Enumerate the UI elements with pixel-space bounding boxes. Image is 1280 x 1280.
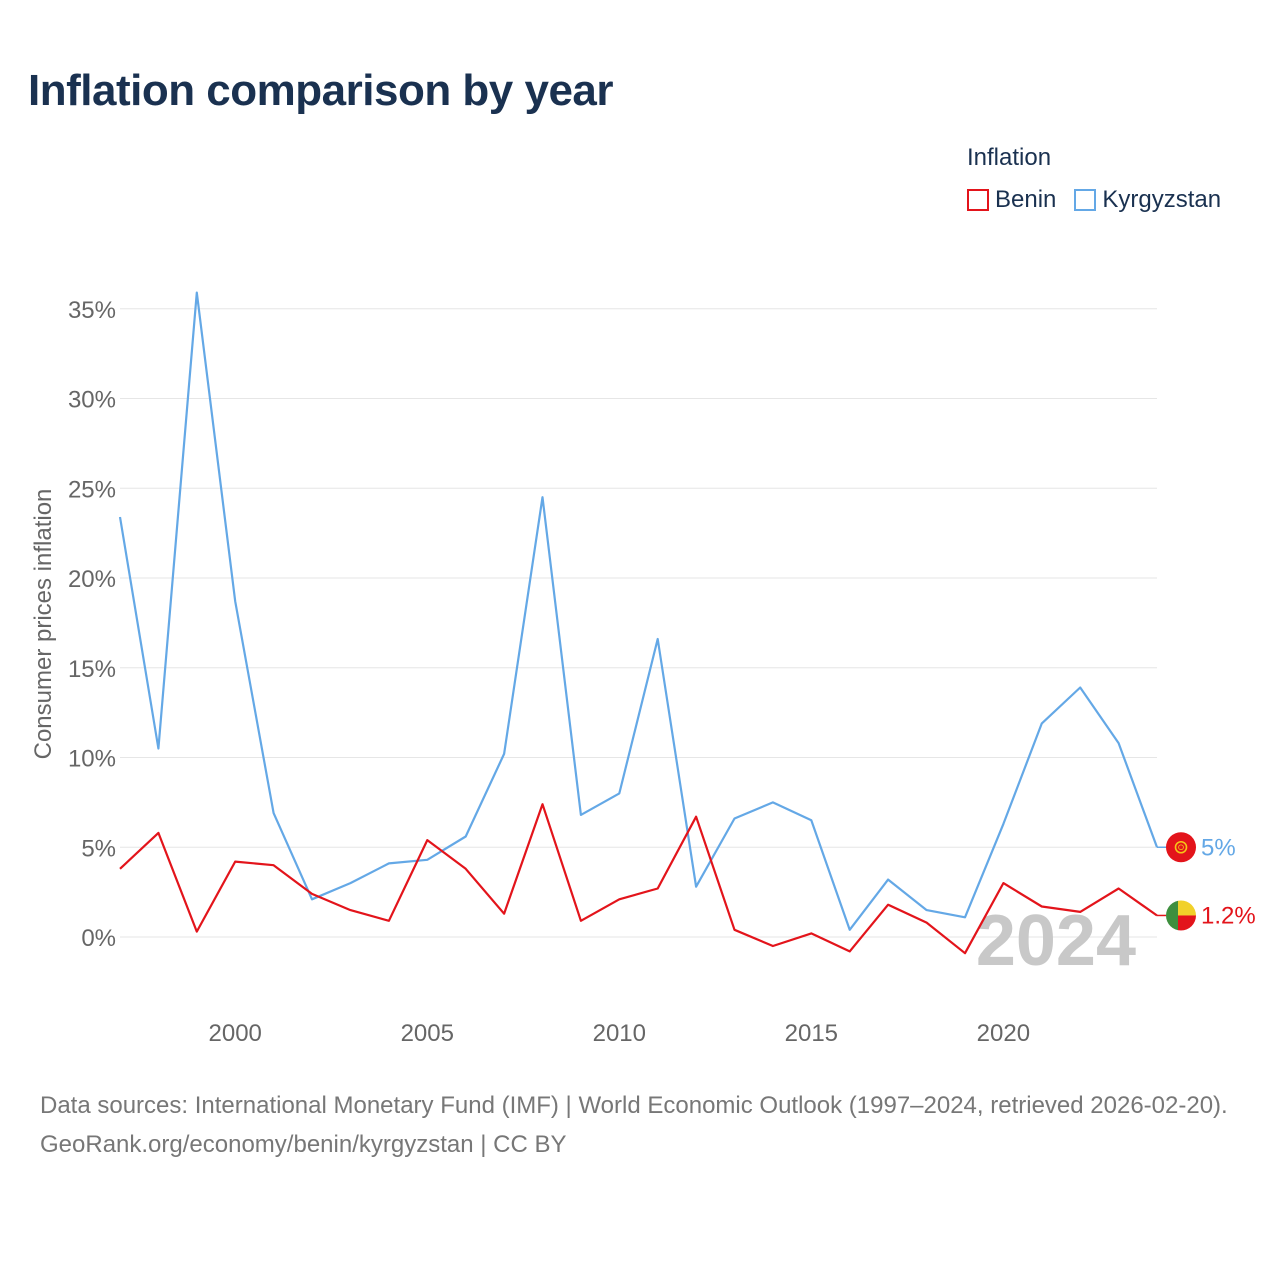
credit-link[interactable]: GeoRank.org/economy/benin/kyrgyzstan | C… bbox=[40, 1131, 567, 1158]
legend-swatch-kyrgyzstan bbox=[1074, 189, 1097, 211]
y-tick-label: 5% bbox=[81, 835, 116, 862]
x-tick-label: 2010 bbox=[593, 1020, 646, 1047]
legend-label-benin: Benin bbox=[995, 186, 1057, 213]
y-tick-label: 0% bbox=[81, 925, 116, 952]
x-tick-label: 2005 bbox=[401, 1020, 454, 1047]
x-tick-label: 2020 bbox=[977, 1020, 1030, 1047]
y-axis-label: Consumer prices inflation bbox=[30, 489, 57, 760]
legend-swatch-benin bbox=[967, 189, 989, 211]
y-tick-label: 15% bbox=[68, 656, 116, 683]
x-tick-label: 2015 bbox=[785, 1020, 838, 1047]
legend-title: Inflation bbox=[967, 144, 1052, 171]
end-label-benin: 1.2% bbox=[1201, 902, 1256, 929]
series-line-kyrgyzstan bbox=[118, 291, 1159, 931]
series-line-benin bbox=[119, 803, 1158, 955]
footer: Data sources: International Monetary Fun… bbox=[40, 1086, 1250, 1164]
benin-flag-icon bbox=[1166, 900, 1196, 931]
kyrgyzstan-flag-icon bbox=[1166, 832, 1196, 863]
year-watermark: 2024 bbox=[976, 901, 1136, 981]
data-sources: Data sources: International Monetary Fun… bbox=[40, 1092, 1228, 1119]
y-tick-label: 25% bbox=[68, 476, 116, 503]
legend-item-benin[interactable]: Benin bbox=[967, 186, 1056, 214]
end-label-kyrgyzstan: 5% bbox=[1201, 834, 1236, 861]
chart-title: Inflation comparison by year bbox=[28, 66, 614, 115]
legend-label-kyrgyzstan: Kyrgyzstan bbox=[1102, 186, 1222, 213]
legend-item-kyrgyzstan[interactable]: Kyrgyzstan bbox=[1074, 186, 1221, 214]
y-tick-label: 10% bbox=[68, 746, 116, 773]
line-chart: 0% 5% 10% 15% 20% 25% 30% 35% 2000 2005 2010 2015 20… bbox=[30, 291, 1256, 1047]
legend: Benin Kyrgyzstan bbox=[967, 186, 1239, 214]
y-tick-label: 20% bbox=[68, 566, 116, 593]
x-tick-label: 2000 bbox=[209, 1020, 262, 1047]
y-tick-label: 30% bbox=[68, 387, 116, 414]
y-tick-label: 35% bbox=[68, 297, 116, 324]
